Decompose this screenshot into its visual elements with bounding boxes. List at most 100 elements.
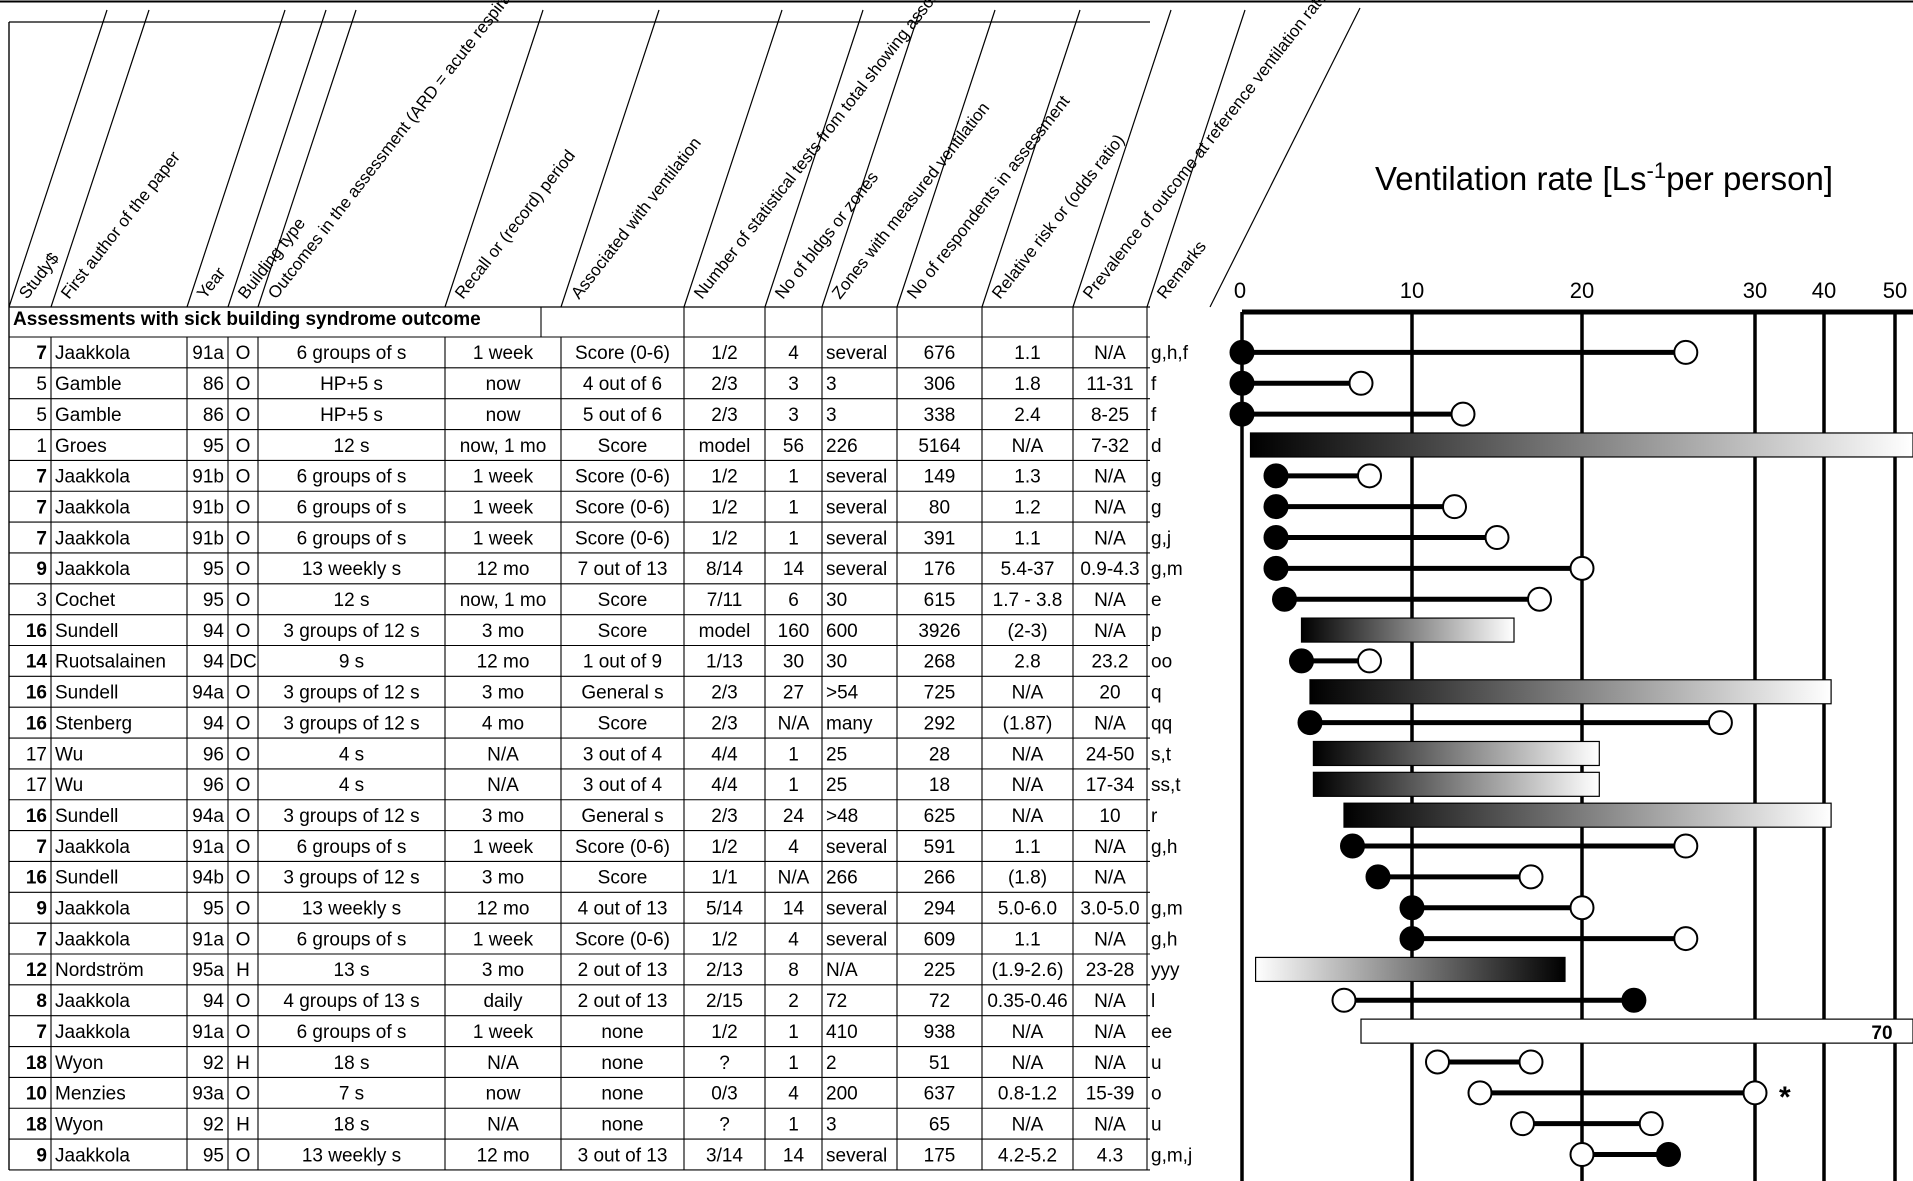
cell-rr: N/A bbox=[1012, 775, 1044, 796]
column-headers: Study$First author of the paper Year Build… bbox=[15, 0, 1346, 302]
cell-rr: N/A bbox=[1012, 1053, 1044, 1074]
cell-prev: N/A bbox=[1094, 837, 1126, 858]
cell-prev: N/A bbox=[1094, 1022, 1126, 1043]
cell-zones: several bbox=[826, 343, 887, 364]
x-axis-ticks: 0 10 20 30 40 50 bbox=[1234, 278, 1907, 303]
cell-ntests: 1/2 bbox=[711, 343, 737, 364]
cell-prev: 4.3 bbox=[1097, 1145, 1123, 1166]
cell-author: Jaakkola bbox=[55, 837, 130, 858]
cell-year: 91b bbox=[192, 497, 224, 518]
cell-btype: O bbox=[236, 991, 251, 1012]
point-marker bbox=[1569, 895, 1595, 921]
cell-outcome: 6 groups of s bbox=[297, 528, 407, 549]
cell-outcome: 3 groups of 12 s bbox=[283, 806, 419, 827]
dumbbell-mark: * bbox=[1467, 1080, 1791, 1114]
cell-rr: 2.4 bbox=[1014, 405, 1041, 426]
cell-ntests: 0/3 bbox=[711, 1084, 737, 1105]
x-tick-label: 10 bbox=[1400, 278, 1424, 303]
cell-remarks: u bbox=[1151, 1114, 1162, 1135]
chart-marks: 70 * bbox=[1229, 339, 1913, 1168]
point-marker bbox=[1467, 1080, 1493, 1106]
cell-recall: 4 mo bbox=[482, 713, 524, 734]
cell-rr: 1.7 - 3.8 bbox=[993, 590, 1063, 611]
cell-remarks: ss,t bbox=[1151, 775, 1181, 796]
cell-prev: N/A bbox=[1094, 929, 1126, 950]
cell-assoc: Score (0-6) bbox=[575, 343, 670, 364]
cell-prev: 8-25 bbox=[1091, 405, 1129, 426]
column-header: Study$ bbox=[15, 249, 63, 303]
cell-zones: 266 bbox=[826, 868, 858, 889]
cell-author: Jaakkola bbox=[55, 343, 130, 364]
table-row: 7 Jaakkola 91b O 6 groups of s 1 week Score (0… bbox=[36, 467, 1161, 488]
cell-author: Gamble bbox=[55, 374, 122, 395]
column-header: No of respondents in assessment bbox=[903, 92, 1073, 303]
cell-nbldg: 4 bbox=[788, 837, 799, 858]
cell-recall: 1 week bbox=[473, 837, 534, 858]
cell-remarks: g,m bbox=[1151, 899, 1183, 920]
cell-recall: N/A bbox=[487, 744, 519, 765]
cell-remarks: oo bbox=[1151, 652, 1172, 673]
cell-rr: 1.1 bbox=[1014, 837, 1040, 858]
cell-btype: O bbox=[236, 899, 251, 920]
cell-author: Wu bbox=[55, 744, 83, 765]
cell-recall: now, 1 mo bbox=[460, 590, 547, 611]
cell-study: 7 bbox=[36, 929, 47, 950]
cell-year: 95a bbox=[192, 960, 224, 981]
cell-prev: 10 bbox=[1099, 806, 1120, 827]
cell-prev: 3.0-5.0 bbox=[1080, 899, 1139, 920]
cell-rr: 0.8-1.2 bbox=[998, 1084, 1057, 1105]
cell-assoc: Score (0-6) bbox=[575, 837, 670, 858]
cell-year: 86 bbox=[203, 405, 224, 426]
cell-nbldg: 14 bbox=[783, 899, 805, 920]
cell-rr: 1.1 bbox=[1014, 343, 1040, 364]
dumbbell-mark bbox=[1510, 1111, 1664, 1137]
cell-recall: N/A bbox=[487, 775, 519, 796]
cell-zones: several bbox=[826, 467, 887, 488]
cell-nresp: 149 bbox=[924, 467, 956, 488]
range-bar bbox=[1254, 956, 1566, 983]
cell-remarks: e bbox=[1151, 590, 1162, 611]
cell-recall: 1 week bbox=[473, 497, 534, 518]
point-marker bbox=[1357, 463, 1382, 489]
cell-nbldg: 8 bbox=[788, 960, 799, 981]
cell-recall: 12 mo bbox=[477, 652, 530, 673]
cell-study: 1 bbox=[36, 436, 47, 457]
cell-rr: N/A bbox=[1012, 744, 1044, 765]
cell-nresp: 725 bbox=[924, 683, 956, 704]
cell-btype: O bbox=[236, 683, 251, 704]
cell-outcome: 13 weekly s bbox=[302, 559, 401, 580]
cell-study: 7 bbox=[36, 528, 47, 549]
cell-recall: 3 mo bbox=[482, 960, 524, 981]
cell-remarks: qq bbox=[1151, 713, 1172, 734]
point-marker bbox=[1399, 926, 1425, 952]
cell-assoc: General s bbox=[581, 806, 663, 827]
cell-zones: 3 bbox=[826, 1114, 837, 1135]
cell-study: 7 bbox=[36, 343, 47, 364]
cell-rr: (1.9-2.6) bbox=[992, 960, 1064, 981]
cell-zones: 25 bbox=[826, 744, 847, 765]
cell-recall: now bbox=[486, 405, 521, 426]
cell-year: 96 bbox=[203, 775, 224, 796]
cell-recall: 3 mo bbox=[482, 683, 524, 704]
cell-ntests: 1/2 bbox=[711, 1022, 737, 1043]
table-row: 1 Groes 95 O 12 s now, 1 mo Score model 56 226 516… bbox=[36, 436, 1161, 457]
cell-author: Menzies bbox=[55, 1084, 126, 1105]
cell-nbldg: 30 bbox=[783, 652, 804, 673]
point-marker bbox=[1621, 987, 1647, 1013]
dumbbell-mark bbox=[1272, 586, 1552, 612]
cell-author: Sundell bbox=[55, 806, 118, 827]
cell-study: 12 bbox=[26, 960, 47, 981]
cell-nbldg: 1 bbox=[788, 775, 799, 796]
cell-assoc: 5 out of 6 bbox=[583, 405, 662, 426]
cell-assoc: none bbox=[601, 1053, 643, 1074]
cell-nresp: 18 bbox=[929, 775, 950, 796]
cell-zones: 600 bbox=[826, 621, 858, 642]
point-marker bbox=[1297, 710, 1323, 736]
range-bar bbox=[1312, 771, 1600, 797]
cell-study: 5 bbox=[36, 405, 47, 426]
table-row: 17 Wu 96 O 4 s N/A 3 out of 4 4/4 1 25 18 N/A 17-34 s… bbox=[26, 775, 1181, 796]
cell-prev: 23-28 bbox=[1086, 960, 1135, 981]
cell-nbldg: 1 bbox=[788, 528, 799, 549]
table-row: 16 Sundell 94b O 3 groups of 12 s 3 mo Score 1/… bbox=[26, 868, 1126, 889]
cell-remarks: ee bbox=[1151, 1022, 1172, 1043]
